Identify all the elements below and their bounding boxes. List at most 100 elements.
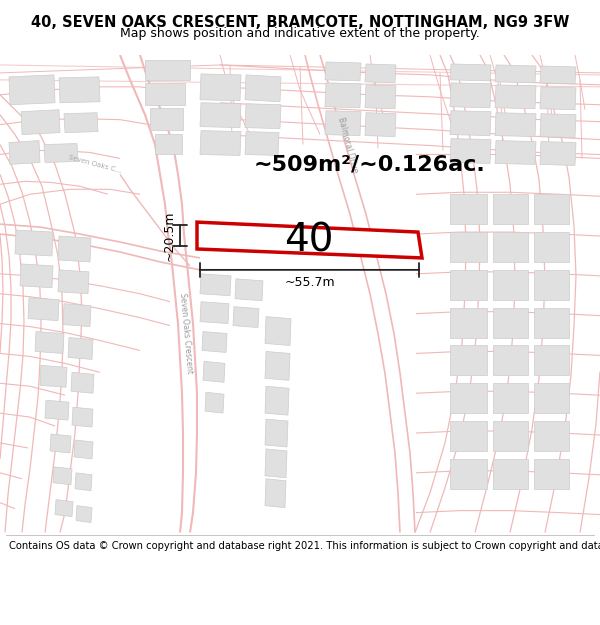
Text: ~20.5m: ~20.5m bbox=[163, 210, 176, 261]
Text: Contains OS data © Crown copyright and database right 2021. This information is : Contains OS data © Crown copyright and d… bbox=[9, 541, 600, 551]
Polygon shape bbox=[450, 64, 491, 81]
Polygon shape bbox=[20, 264, 53, 288]
Polygon shape bbox=[540, 114, 576, 138]
Polygon shape bbox=[534, 421, 569, 451]
Polygon shape bbox=[53, 467, 72, 485]
Polygon shape bbox=[540, 141, 576, 166]
Polygon shape bbox=[245, 104, 281, 129]
Polygon shape bbox=[74, 440, 93, 459]
Polygon shape bbox=[71, 372, 94, 393]
Polygon shape bbox=[45, 400, 69, 420]
Polygon shape bbox=[540, 87, 576, 110]
Polygon shape bbox=[200, 302, 229, 324]
Polygon shape bbox=[493, 270, 528, 300]
Polygon shape bbox=[9, 141, 40, 164]
Polygon shape bbox=[493, 308, 528, 338]
Polygon shape bbox=[58, 236, 91, 262]
Polygon shape bbox=[493, 459, 528, 489]
Polygon shape bbox=[72, 407, 93, 427]
Polygon shape bbox=[55, 499, 73, 517]
Polygon shape bbox=[50, 434, 71, 453]
Polygon shape bbox=[495, 141, 536, 164]
Polygon shape bbox=[150, 107, 183, 129]
Polygon shape bbox=[44, 144, 78, 162]
Text: Map shows position and indicative extent of the property.: Map shows position and indicative extent… bbox=[120, 27, 480, 39]
Polygon shape bbox=[59, 77, 100, 102]
Polygon shape bbox=[245, 75, 281, 102]
Polygon shape bbox=[265, 449, 287, 478]
Polygon shape bbox=[325, 83, 361, 107]
Polygon shape bbox=[203, 361, 225, 382]
Polygon shape bbox=[450, 308, 487, 338]
Polygon shape bbox=[325, 62, 361, 81]
Polygon shape bbox=[534, 383, 569, 413]
Polygon shape bbox=[534, 346, 569, 376]
Polygon shape bbox=[493, 232, 528, 262]
Polygon shape bbox=[76, 506, 92, 522]
Text: Balmoral Drive: Balmoral Drive bbox=[336, 116, 360, 173]
Polygon shape bbox=[450, 459, 487, 489]
Polygon shape bbox=[493, 383, 528, 413]
Polygon shape bbox=[493, 346, 528, 376]
Polygon shape bbox=[450, 383, 487, 413]
Polygon shape bbox=[200, 74, 241, 101]
Polygon shape bbox=[493, 421, 528, 451]
Polygon shape bbox=[534, 308, 569, 338]
Polygon shape bbox=[540, 66, 576, 84]
Polygon shape bbox=[35, 331, 64, 354]
Polygon shape bbox=[200, 131, 241, 156]
Polygon shape bbox=[365, 85, 396, 109]
Polygon shape bbox=[200, 274, 231, 296]
Polygon shape bbox=[365, 64, 396, 83]
Polygon shape bbox=[197, 222, 422, 258]
Polygon shape bbox=[534, 194, 569, 224]
Text: ~55.7m: ~55.7m bbox=[284, 276, 335, 289]
Polygon shape bbox=[450, 194, 487, 224]
Polygon shape bbox=[265, 479, 286, 508]
Polygon shape bbox=[155, 134, 182, 154]
Polygon shape bbox=[493, 194, 528, 224]
Polygon shape bbox=[495, 85, 536, 109]
Polygon shape bbox=[202, 331, 227, 352]
Polygon shape bbox=[68, 338, 93, 359]
Polygon shape bbox=[235, 279, 263, 301]
Text: 40: 40 bbox=[284, 221, 333, 259]
Polygon shape bbox=[450, 421, 487, 451]
Polygon shape bbox=[64, 112, 98, 132]
Polygon shape bbox=[58, 270, 89, 294]
Polygon shape bbox=[450, 83, 491, 107]
Text: 40, SEVEN OAKS CRESCENT, BRAMCOTE, NOTTINGHAM, NG9 3FW: 40, SEVEN OAKS CRESCENT, BRAMCOTE, NOTTI… bbox=[31, 16, 569, 31]
Polygon shape bbox=[534, 270, 569, 300]
Polygon shape bbox=[450, 232, 487, 262]
Polygon shape bbox=[145, 60, 190, 80]
Text: ~509m²/~0.126ac.: ~509m²/~0.126ac. bbox=[254, 154, 486, 174]
Polygon shape bbox=[75, 472, 92, 491]
Polygon shape bbox=[28, 298, 59, 321]
Polygon shape bbox=[534, 459, 569, 489]
Polygon shape bbox=[265, 351, 290, 380]
Polygon shape bbox=[450, 111, 491, 136]
Polygon shape bbox=[9, 75, 55, 105]
Polygon shape bbox=[450, 346, 487, 376]
Polygon shape bbox=[325, 111, 361, 136]
Polygon shape bbox=[245, 132, 279, 156]
Polygon shape bbox=[63, 304, 91, 327]
Polygon shape bbox=[40, 366, 67, 388]
Polygon shape bbox=[534, 232, 569, 262]
Polygon shape bbox=[233, 307, 259, 328]
Polygon shape bbox=[365, 112, 396, 137]
Polygon shape bbox=[265, 419, 288, 447]
Polygon shape bbox=[265, 386, 289, 415]
Polygon shape bbox=[495, 112, 536, 137]
Polygon shape bbox=[265, 317, 291, 346]
Text: Seven Oaks C...: Seven Oaks C... bbox=[68, 154, 122, 174]
Polygon shape bbox=[145, 83, 185, 105]
Polygon shape bbox=[200, 102, 241, 127]
Polygon shape bbox=[15, 230, 53, 256]
Polygon shape bbox=[450, 270, 487, 300]
Text: Seven Oaks Crescent: Seven Oaks Crescent bbox=[178, 292, 194, 374]
Polygon shape bbox=[21, 110, 60, 134]
Polygon shape bbox=[205, 392, 224, 413]
Polygon shape bbox=[450, 139, 491, 163]
Polygon shape bbox=[495, 65, 536, 83]
